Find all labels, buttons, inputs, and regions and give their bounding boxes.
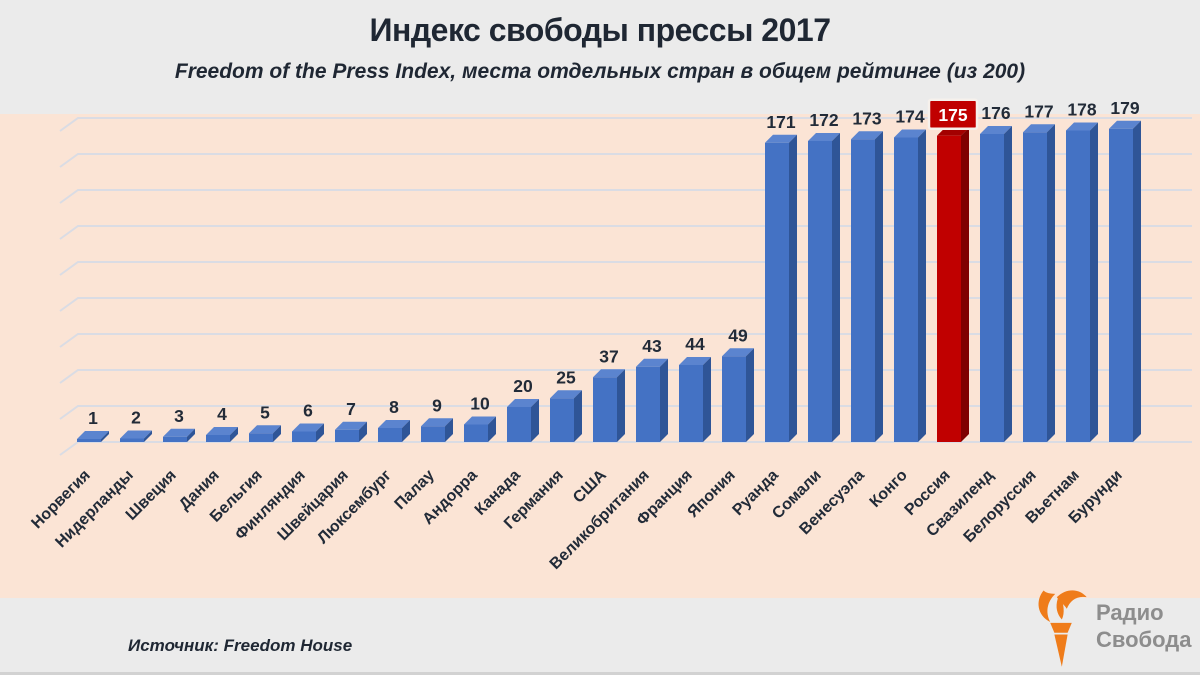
bar-Япония [722, 348, 754, 442]
bar-Дания [206, 427, 238, 442]
bar-value-label: 37 [599, 346, 618, 366]
bar-value-label: 25 [556, 367, 576, 387]
source-caption: Источник: Freedom House [128, 636, 353, 655]
bar-Норвегия [77, 431, 109, 442]
gridline [59, 117, 1192, 132]
bar-value-label: 172 [809, 110, 838, 130]
torch-icon [1038, 590, 1087, 667]
chart-subtitle: Freedom of the Press Index, места отдель… [174, 60, 1026, 83]
bar-Сомали [808, 133, 840, 442]
bar-Белоруссия [1023, 124, 1055, 442]
chart-title: Индекс свободы прессы 2017 [369, 12, 831, 48]
logo-line2: Свобода [1096, 627, 1192, 652]
bar-value-label: 20 [513, 376, 533, 396]
bar-value-label: 4 [217, 404, 227, 424]
bar-value-label: 177 [1024, 101, 1053, 121]
bar-Швеция [163, 428, 195, 442]
bar-value-label: 174 [895, 107, 924, 127]
bar-value-label: 2 [131, 408, 141, 428]
radio-svoboda-logo: Радио Свобода [1032, 582, 1197, 672]
bar-Бурунди [1109, 120, 1141, 442]
bar-value-label: 171 [766, 112, 795, 132]
bar-Нидерланды [120, 430, 152, 442]
bar-value-label: 179 [1110, 98, 1139, 118]
bar-value-label: 173 [852, 108, 881, 128]
bar-value-label: 49 [728, 325, 748, 345]
bar-value-label: 44 [685, 334, 705, 354]
bar-Венесуэла [851, 131, 883, 442]
bar-Конго [894, 129, 926, 442]
bar-Швейцария [335, 421, 367, 442]
highlight-bar-Россия [937, 127, 969, 442]
logo-text: Радио Свобода [1096, 600, 1192, 654]
bar-value-label: 175 [938, 105, 967, 125]
bar-Свазиленд [980, 126, 1012, 442]
bar-value-label: 3 [174, 406, 184, 426]
bar-value-label: 8 [389, 397, 399, 417]
bar-Люксембург [378, 420, 410, 442]
bar-value-label: 43 [642, 336, 662, 356]
bar-Андорра [464, 416, 496, 442]
highlight-value-box [927, 98, 979, 130]
bar-Канада [507, 399, 539, 442]
bar-value-label: 9 [432, 395, 442, 415]
bar-Франция [679, 357, 711, 442]
bar-Германия [550, 390, 582, 442]
bar-value-label: 6 [303, 401, 313, 421]
bar-value-label: 1 [88, 408, 98, 428]
bar-value-label: 10 [470, 394, 490, 414]
bar-Вьетнам [1066, 122, 1098, 442]
logo-line1: Радио [1096, 600, 1164, 626]
bar-Финляндия [292, 423, 324, 442]
bar-Руанда [765, 134, 797, 442]
bar-Бельгия [249, 425, 281, 442]
bar-Великобритания [636, 358, 668, 442]
bar-США [593, 369, 625, 442]
bar-value-label: 178 [1067, 100, 1096, 120]
bar-value-label: 7 [346, 399, 356, 419]
bar-value-label: 5 [260, 402, 270, 422]
bar-value-label: 176 [981, 103, 1010, 123]
bar-Палау [421, 418, 453, 442]
